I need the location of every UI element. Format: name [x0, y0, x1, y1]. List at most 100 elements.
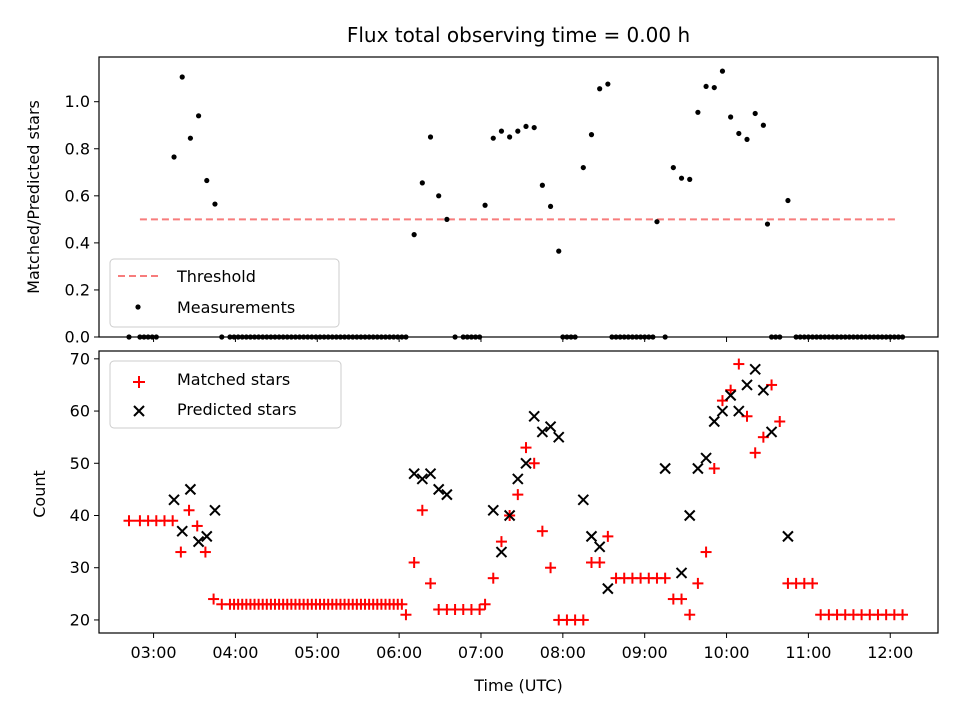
matched-point: [175, 546, 187, 558]
measurement-point: [556, 248, 562, 254]
matched-point: [700, 546, 712, 558]
predicted-point: [441, 488, 453, 501]
measurement-point: [436, 193, 442, 199]
measurement-point: [204, 177, 210, 184]
matched-point: [208, 593, 220, 605]
predicted-point: [544, 421, 557, 433]
predicted-point: [585, 530, 598, 543]
y-tick-label: 1.0: [65, 92, 90, 111]
predicted-point: [741, 379, 753, 391]
x-tick-label: 05:00: [294, 643, 340, 662]
count-legend: Matched stars Predicted stars: [109, 360, 342, 429]
y-tick-label: 50: [70, 454, 90, 473]
matched-point: [416, 504, 428, 516]
ratio-axes-frame: [98, 56, 939, 338]
predicted-point: [593, 541, 606, 553]
predicted-point: [692, 462, 704, 475]
predicted-point: [765, 426, 778, 438]
x-tick-label: 03:00: [131, 643, 177, 662]
predicted-point: [192, 535, 205, 548]
y-tick-label: 60: [70, 402, 90, 421]
matched-point: [725, 384, 737, 396]
predicted-point: [659, 462, 671, 475]
measurement-point: [760, 122, 766, 128]
matched-point: [577, 614, 589, 626]
predicted-point: [684, 509, 696, 522]
predicted-point: [675, 567, 688, 579]
measurement-point: [195, 113, 202, 119]
measurement-point: [580, 164, 586, 171]
matched-point: [123, 515, 135, 527]
matched-point: [897, 609, 909, 621]
x-tick-label: 11:00: [785, 643, 831, 662]
ratio-panel: 0.0 0.2 0.4 0.6 0.8 1.0 Matched/Predicted sta…: [24, 56, 939, 347]
x-tick-label: 12:00: [867, 643, 913, 662]
y-tick-label: 0.6: [65, 186, 90, 205]
matched-point: [183, 504, 195, 516]
measurement-point: [507, 134, 513, 140]
matched-point: [536, 525, 548, 537]
ratio-legend: Threshold Measurements: [109, 258, 340, 328]
measurement-point: [539, 182, 545, 188]
measurement-point: [531, 124, 537, 131]
measurement-point: [719, 68, 726, 74]
measurement-point: [547, 203, 554, 210]
matched-point: [774, 416, 786, 427]
measurement-point: [678, 175, 685, 181]
measurement-point: [687, 176, 693, 182]
matched-point: [400, 609, 412, 621]
matched-point: [474, 604, 486, 615]
x-tick-label: 06:00: [376, 643, 422, 662]
predicted-point: [487, 504, 499, 516]
measurement-point: [498, 128, 505, 134]
measurement-point: [597, 86, 603, 92]
predicted-point: [503, 509, 516, 522]
y-tick-label: 20: [70, 610, 90, 629]
measurement-point: [588, 132, 595, 138]
measurement-point: [187, 135, 194, 141]
predicted-point: [176, 525, 188, 537]
x-tick-label: 04:00: [212, 643, 258, 662]
measurement-point: [703, 83, 709, 90]
count-legend-frame: [109, 360, 342, 429]
predicted-point: [528, 410, 540, 422]
predicted-legend-label: Predicted stars: [177, 400, 297, 419]
y-tick-label: 30: [70, 558, 90, 577]
predicted-point: [209, 504, 221, 516]
ratio-legend-frame: [109, 258, 340, 328]
chart-title: Flux total observing time = 0.00 h: [347, 23, 690, 47]
predicted-point: [536, 426, 549, 438]
measurement-point: [764, 221, 771, 227]
matched-legend-marker: [133, 376, 145, 388]
count-y-axis-title: Count: [30, 470, 49, 518]
y-tick-label: 70: [70, 349, 90, 368]
matched-point: [425, 577, 437, 589]
predicted-point: [553, 431, 565, 443]
matched-point: [545, 562, 557, 574]
count-y-axis: 20 30 40 50 60 70: [70, 349, 99, 629]
count-plot-area: [123, 358, 909, 626]
matched-point: [684, 609, 696, 621]
count-panel: 03:00 04:00 05:00 06:00 07:00 08:00 09:00 10:00…: [30, 349, 939, 695]
x-tick-label: 10:00: [703, 643, 749, 662]
ratio-y-axis-title: Matched/Predicted stars: [24, 100, 43, 294]
matched-point: [495, 536, 507, 548]
measurement-point: [427, 134, 434, 140]
measurement-point: [212, 201, 218, 207]
y-tick-label: 0.0: [65, 328, 90, 347]
y-tick-label: 0.2: [65, 280, 90, 299]
matched-point: [487, 572, 499, 584]
matched-point: [733, 358, 745, 370]
x-tick-label: 09:00: [622, 643, 668, 662]
predicted-point: [733, 405, 745, 417]
ratio-y-axis: 0.0 0.2 0.4 0.6 0.8 1.0: [65, 92, 99, 347]
matched-point: [602, 530, 614, 542]
predicted-point: [700, 452, 712, 464]
measurement-point: [670, 164, 676, 171]
predicted-point: [708, 415, 720, 428]
matched-legend-label: Matched stars: [177, 370, 290, 389]
predicted-point: [424, 468, 437, 480]
matched-point: [512, 489, 524, 501]
x-axis-title: Time (UTC): [473, 676, 562, 695]
